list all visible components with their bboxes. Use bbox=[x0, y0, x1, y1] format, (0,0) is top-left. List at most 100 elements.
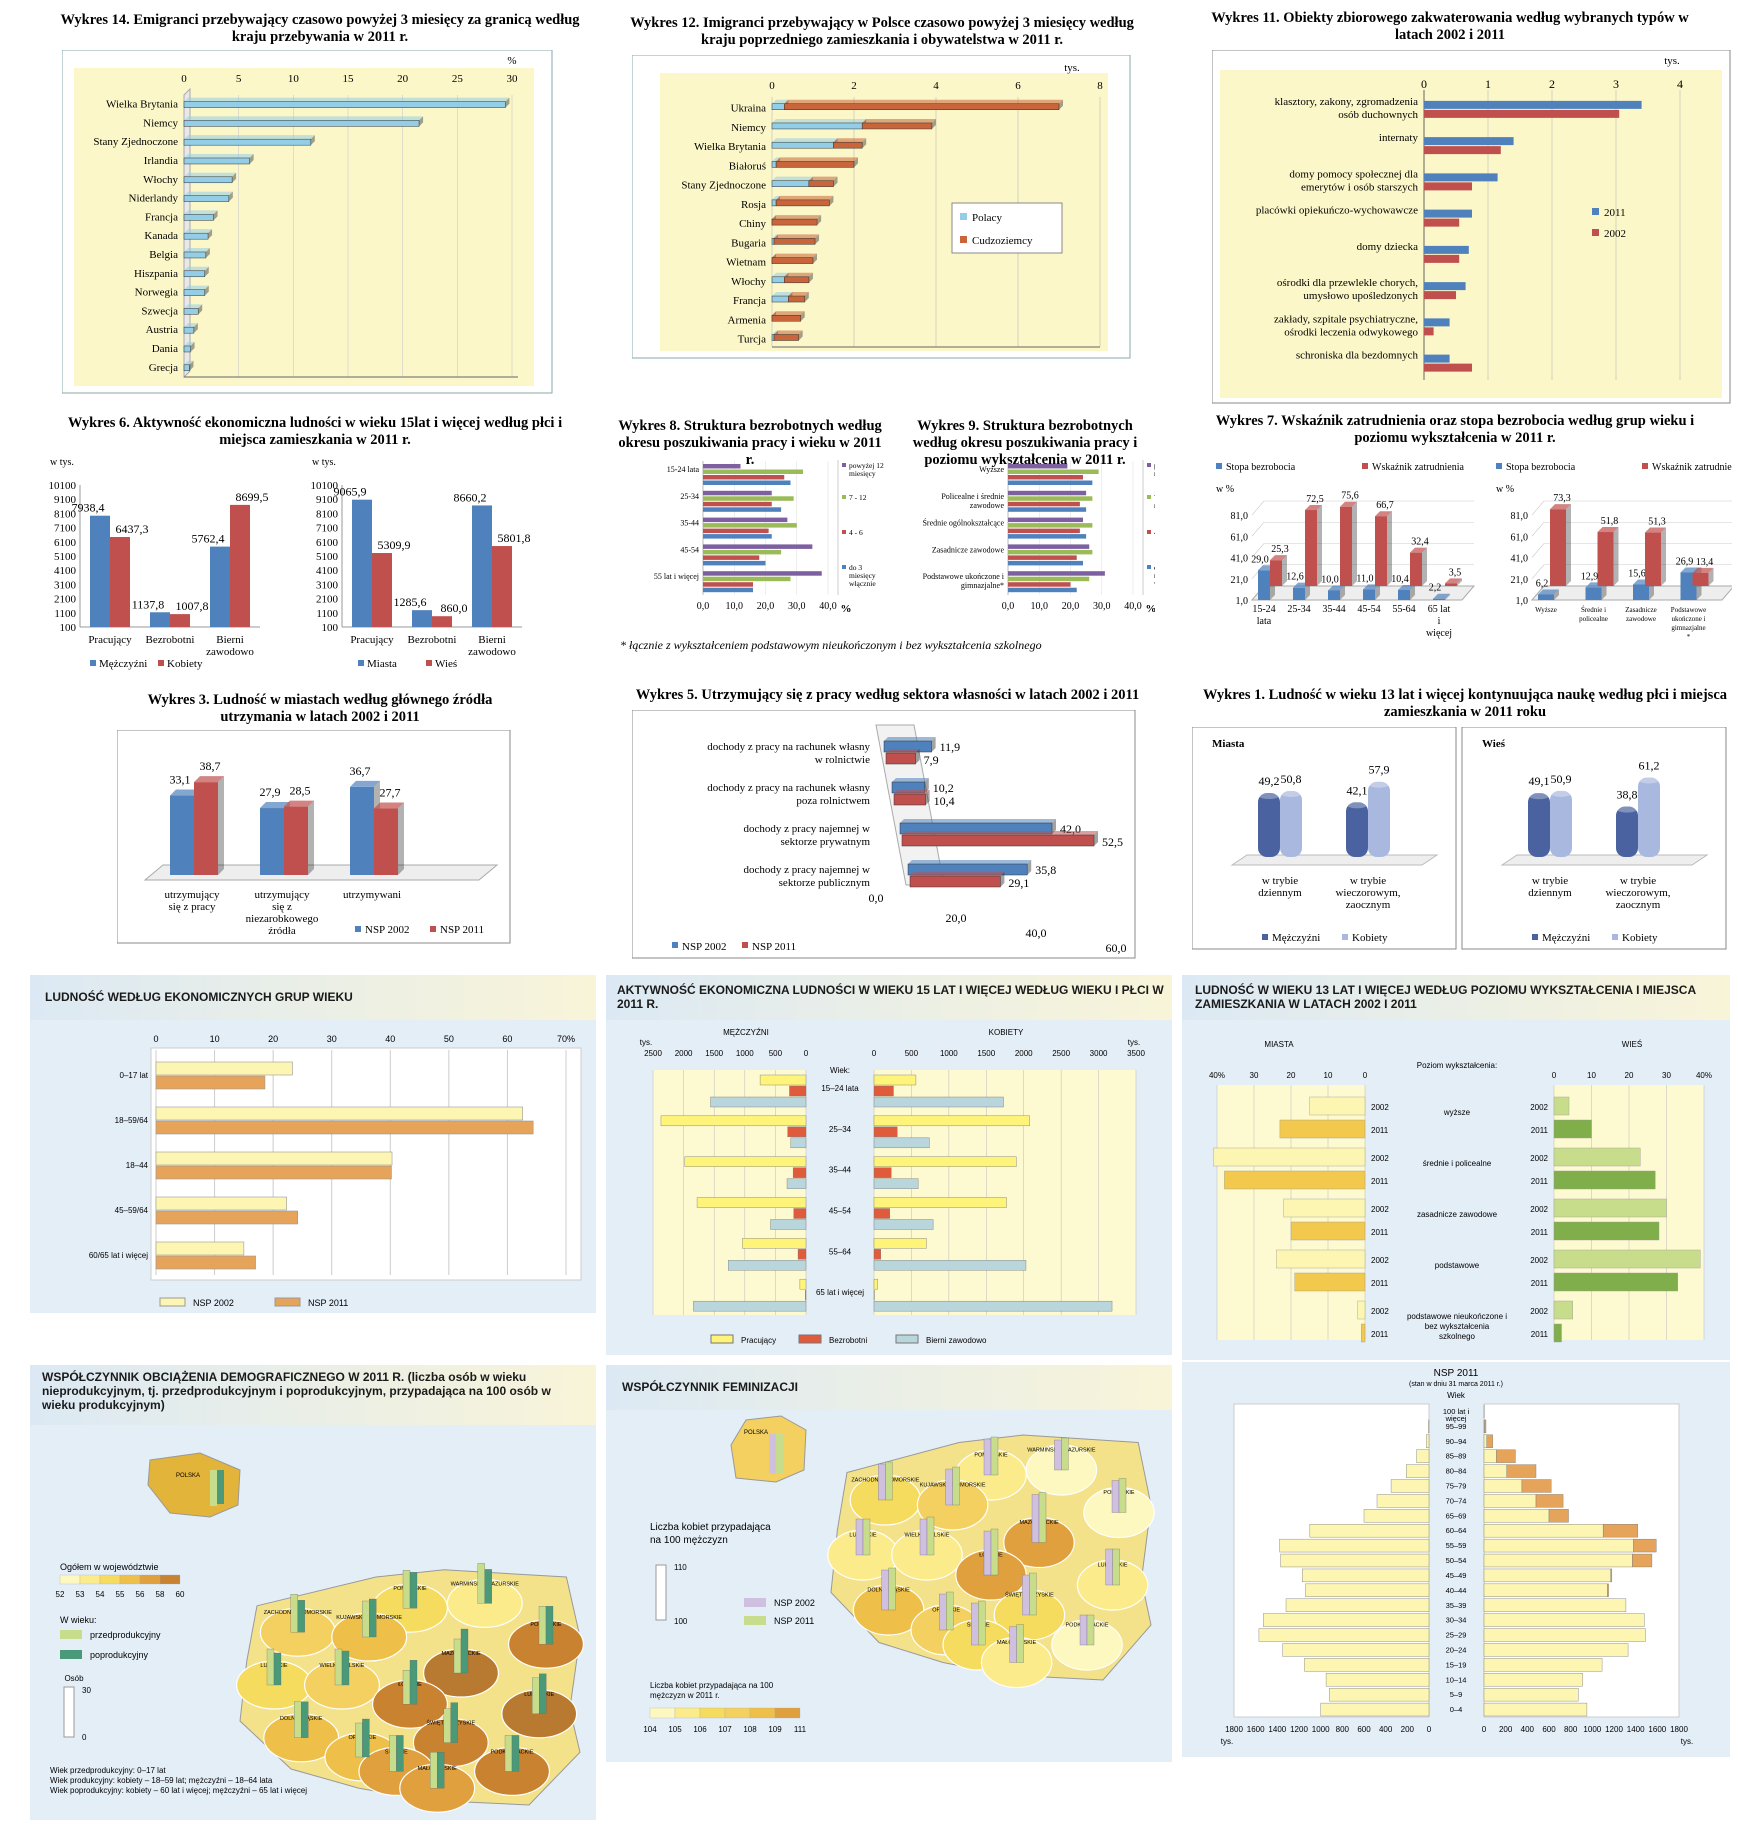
bar-polacy bbox=[771, 199, 777, 207]
bar-2011 bbox=[1424, 318, 1450, 327]
bar-cudzoziemcy-side bbox=[808, 272, 813, 283]
tick-label: 61,0 bbox=[1231, 532, 1249, 543]
scale-swatch bbox=[649, 1707, 676, 1719]
tick-label: 3100 bbox=[54, 579, 77, 591]
legend-title: Ogółem w województwie bbox=[60, 1562, 159, 1572]
region-bar-a bbox=[1111, 1480, 1120, 1513]
grid-diag bbox=[1251, 500, 1265, 516]
bar bbox=[1008, 528, 1080, 534]
bar-top bbox=[184, 304, 203, 309]
bar bbox=[183, 345, 191, 353]
bar bbox=[183, 251, 207, 259]
bar bbox=[703, 560, 766, 566]
category-label: klasztory, zakony, zgromadzenia osób duch… bbox=[1275, 96, 1419, 121]
bar-men bbox=[1320, 1702, 1430, 1717]
bar-wies bbox=[1553, 1096, 1570, 1116]
osob-tick: 0 bbox=[82, 1733, 87, 1742]
legend-label: NSP 2002 bbox=[365, 924, 410, 936]
bar-cap bbox=[1616, 804, 1638, 813]
frame bbox=[1192, 727, 1457, 950]
tick-label: 20,0 bbox=[1062, 601, 1080, 612]
bar-men bbox=[710, 1096, 807, 1108]
category-label: 0–4 bbox=[1450, 1705, 1463, 1714]
legend-label: 4 - 6 bbox=[849, 528, 863, 537]
bar-cudzoziemcy-top bbox=[808, 176, 838, 181]
bar bbox=[1346, 802, 1368, 857]
bar bbox=[183, 101, 506, 108]
region-bar-b bbox=[511, 1735, 520, 1772]
bar-side bbox=[204, 266, 209, 277]
bar-cudzoziemcy-top bbox=[862, 118, 936, 123]
bar-nsp2002-side bbox=[924, 778, 929, 793]
category-label: Ukraina bbox=[731, 103, 767, 115]
bar-cudzoziemcy-top bbox=[774, 234, 820, 239]
legend-swatch bbox=[710, 1334, 734, 1344]
category-label: Bezrobotni bbox=[408, 634, 457, 646]
legend-swatch bbox=[60, 1630, 82, 1639]
bar-cudzoziemcy bbox=[775, 161, 855, 168]
legend-label: 2002 bbox=[1604, 228, 1626, 240]
category-label: Bierni zawodowo bbox=[206, 634, 254, 658]
category-label: Pracujący bbox=[88, 634, 132, 646]
scale-swatch bbox=[59, 1574, 81, 1585]
bar bbox=[472, 505, 492, 627]
bar-wies bbox=[1553, 1119, 1592, 1139]
legend-swatch bbox=[842, 565, 846, 569]
region-bar-b bbox=[1029, 1572, 1037, 1616]
tick-label: 1100 bbox=[54, 608, 76, 620]
bar-top bbox=[184, 153, 254, 158]
bar bbox=[183, 138, 312, 146]
bar-polacy bbox=[771, 141, 834, 149]
data-label: 61,2 bbox=[1639, 758, 1660, 772]
category-label: Francja bbox=[145, 211, 178, 223]
grid-diag bbox=[1531, 522, 1545, 537]
category-label: 55 lat i więcej bbox=[654, 572, 699, 581]
bar-stopa-side bbox=[1554, 589, 1559, 600]
scale-label: 56 bbox=[136, 1590, 145, 1599]
data-label: 10,0 bbox=[1321, 574, 1339, 585]
scale-swatch bbox=[724, 1707, 751, 1719]
region-bar-b bbox=[409, 1572, 418, 1609]
category-label: Kanada bbox=[144, 230, 178, 242]
bar bbox=[432, 616, 452, 627]
year-label: 2011 bbox=[1531, 1177, 1549, 1186]
bar bbox=[703, 549, 782, 555]
region-bar-b bbox=[484, 1569, 492, 1604]
plot-bg bbox=[74, 68, 534, 386]
tick-label: 20 bbox=[397, 73, 409, 85]
tick-label: 500 bbox=[769, 1049, 783, 1058]
legend-swatch bbox=[744, 1598, 766, 1607]
data-label: 42,1 bbox=[1347, 783, 1368, 797]
bar-side bbox=[204, 285, 209, 296]
tick-label: 20 bbox=[1625, 1071, 1634, 1080]
data-label: 52,5 bbox=[1102, 835, 1123, 849]
scale-label: 55 bbox=[116, 1590, 125, 1599]
bar-nsp2011 bbox=[901, 834, 1095, 847]
category-label: Wielka Brytania bbox=[106, 99, 178, 111]
category-label: 85–89 bbox=[1446, 1452, 1467, 1461]
legend-swatch bbox=[895, 1334, 919, 1344]
bar-men bbox=[1325, 1673, 1430, 1687]
legend-label: przedprodukcyjny bbox=[90, 1630, 161, 1640]
region-bar-b bbox=[978, 1600, 986, 1646]
bar-nsp2002 bbox=[155, 1106, 523, 1121]
legend-label: Mężczyźni bbox=[1272, 932, 1320, 944]
tick-label: 10 bbox=[210, 1034, 220, 1044]
w1-chart: Miasta 49,2 50,8 w trybie dziennym 42,157,9 w … bbox=[1192, 727, 1727, 950]
age-label: Wiek: bbox=[830, 1066, 850, 1075]
grid-diag bbox=[1251, 543, 1265, 558]
data-label: 38,7 bbox=[200, 759, 221, 773]
category-label: 15-24 lata bbox=[1252, 604, 1275, 627]
bar-nsp2011-side bbox=[915, 749, 920, 764]
region-bar-a bbox=[855, 1518, 864, 1556]
tick-label: 1400 bbox=[1627, 1725, 1645, 1734]
region-bar-b bbox=[990, 1436, 999, 1476]
bar-men bbox=[786, 1178, 807, 1189]
category-label: 10–14 bbox=[1446, 1675, 1467, 1684]
bar-wskaznik bbox=[1375, 516, 1387, 586]
tick-label: 70% bbox=[557, 1034, 575, 1044]
category-label: 100 lat i więcej bbox=[1443, 1407, 1470, 1423]
legend-swatch bbox=[1147, 495, 1151, 499]
bar bbox=[703, 582, 753, 587]
